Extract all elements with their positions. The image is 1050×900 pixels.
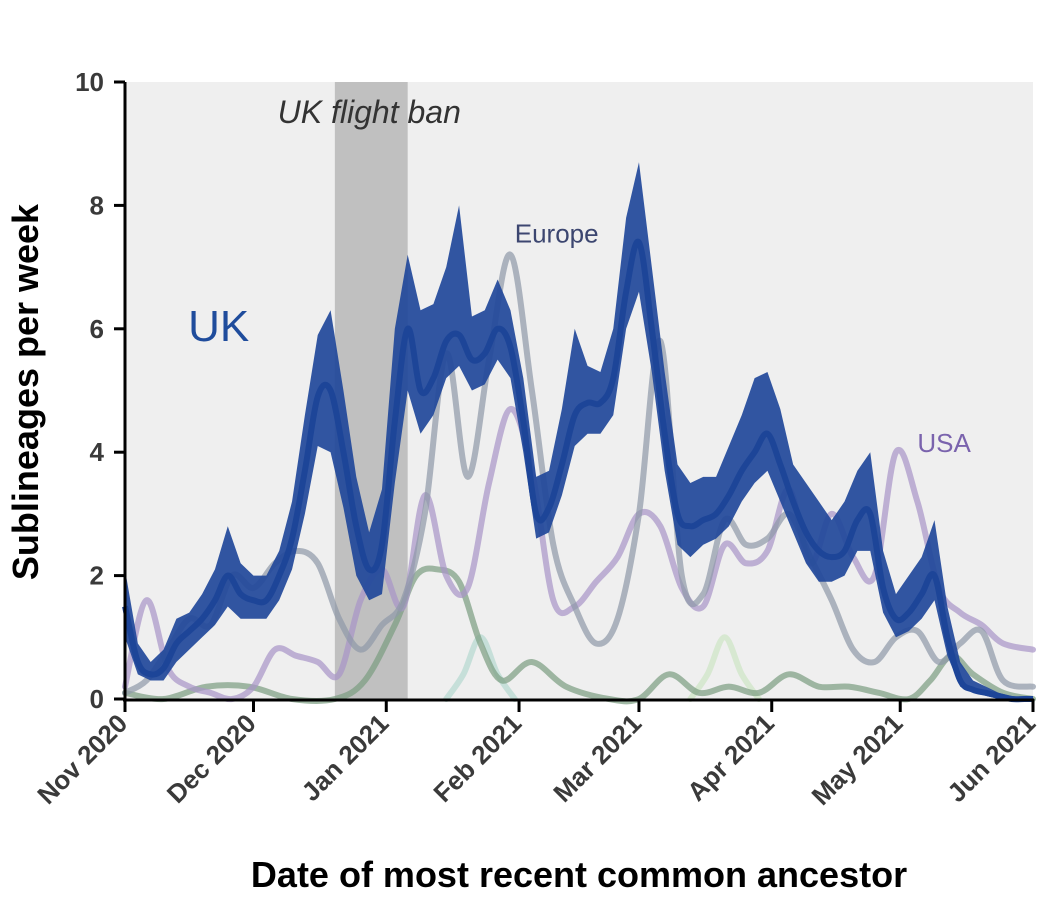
- x-ticks: Nov 2020 Dec 2020 Jan 2021 Feb 2021 Mar 2021…: [31, 699, 1041, 811]
- y-tick-label: 10: [75, 67, 104, 97]
- y-tick-label: 2: [90, 561, 104, 591]
- x-tick-label: Feb 2021: [427, 708, 527, 808]
- y-tick-label: 6: [90, 314, 104, 344]
- series-uk-band: [125, 162, 1033, 699]
- annotation-uk: UK: [188, 302, 249, 351]
- axes: [123, 82, 1034, 702]
- x-tick-label: Jan 2021: [296, 708, 395, 807]
- x-tick-label: May 2021: [805, 708, 908, 811]
- x-tick-label: Nov 2020: [31, 708, 133, 810]
- y-ticks: 0 2 4 6 8 10: [75, 67, 125, 714]
- x-tick-label: Apr 2021: [681, 708, 780, 807]
- x-axis-title: Date of most recent common ancestor: [251, 854, 907, 895]
- y-axis-title: Sublineages per week: [5, 203, 46, 580]
- x-tick-label: Dec 2020: [161, 708, 262, 809]
- series-uk-line: [122, 238, 1033, 703]
- series-series-lightgreen-line: [687, 634, 762, 702]
- y-tick-label: 0: [90, 684, 104, 714]
- annotation-europe: Europe: [515, 218, 599, 248]
- flight-ban-label: UK flight ban: [278, 94, 461, 130]
- annotation-usa: USA: [917, 428, 971, 458]
- x-tick-label: Jun 2021: [941, 708, 1041, 808]
- x-tick-label: Mar 2021: [547, 708, 647, 808]
- annotations: UK Europe USA: [188, 218, 971, 458]
- y-tick-label: 4: [90, 437, 105, 467]
- y-tick-label: 8: [90, 190, 104, 220]
